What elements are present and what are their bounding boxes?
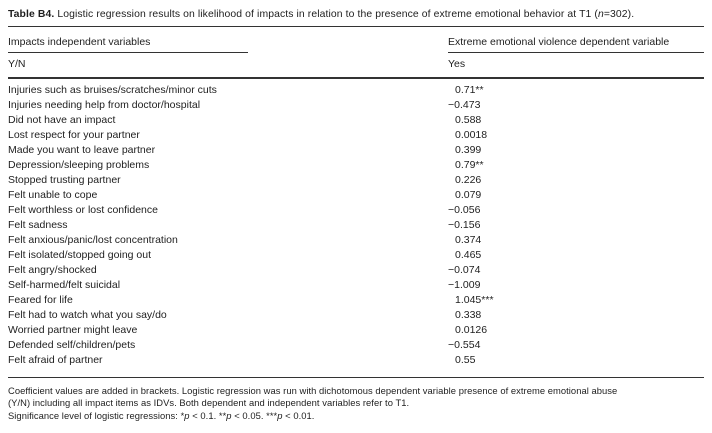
table-row: Self-harmed/felt suicidal −1.009 bbox=[8, 278, 704, 293]
row-value: −0.074 bbox=[448, 263, 481, 276]
rule-table-bottom bbox=[8, 376, 704, 379]
table-row: Felt anxious/panic/lost concentration 0.… bbox=[8, 233, 704, 248]
row-value: −1.009 bbox=[448, 278, 481, 291]
table-title-label: Table B4. bbox=[8, 9, 55, 20]
table-row: Depression/sleeping problems 0.79** bbox=[8, 158, 704, 173]
table-row: Did not have an impact 0.588 bbox=[8, 113, 704, 128]
row-value: 0.226 bbox=[455, 173, 482, 186]
table-row: Felt had to watch what you say/do 0.338 bbox=[8, 308, 704, 323]
table-row: Made you want to leave partner 0.399 bbox=[8, 143, 704, 158]
row-value: 0.55 bbox=[455, 353, 476, 366]
spanner-rule-right bbox=[448, 52, 704, 54]
table-row: Felt sadness −0.156 bbox=[8, 218, 704, 233]
footnote-significance: Significance level of logistic regressio… bbox=[8, 409, 315, 421]
row-label: Defended self/children/pets bbox=[8, 338, 136, 351]
row-label: Worried partner might leave bbox=[8, 323, 138, 336]
table-row: Defended self/children/pets −0.554 bbox=[8, 338, 704, 353]
row-value: 0.71** bbox=[455, 83, 484, 96]
footnote-line-1: Coefficient values are added in brackets… bbox=[8, 385, 618, 397]
table-row: Felt worthless or lost confidence −0.056 bbox=[8, 203, 704, 218]
table-body: Injuries such as bruises/scratches/minor… bbox=[8, 79, 704, 368]
row-value: −0.473 bbox=[448, 98, 481, 111]
row-label: Felt worthless or lost confidence bbox=[8, 203, 158, 216]
table-row: Worried partner might leave 0.0126 bbox=[8, 323, 704, 338]
row-label: Stopped trusting partner bbox=[8, 173, 121, 186]
row-value: −0.156 bbox=[448, 218, 481, 231]
row-label: Lost respect for your partner bbox=[8, 128, 140, 141]
row-value: 0.079 bbox=[455, 188, 482, 201]
rule-top bbox=[8, 26, 704, 28]
row-label: Felt angry/shocked bbox=[8, 263, 97, 276]
header-column-left: Impacts independent variables Y/N bbox=[8, 27, 448, 71]
row-label: Made you want to leave partner bbox=[8, 143, 156, 156]
row-label: Felt had to watch what you say/do bbox=[8, 308, 167, 321]
row-value: 0.588 bbox=[455, 113, 482, 126]
row-label: Did not have an impact bbox=[8, 113, 116, 126]
table-title-text: Logistic regression results on likelihoo… bbox=[54, 9, 635, 20]
row-label: Felt anxious/panic/lost concentration bbox=[8, 233, 178, 246]
table-row: Felt unable to cope 0.079 bbox=[8, 188, 704, 203]
table-row: Feared for life 1.045*** bbox=[8, 293, 704, 308]
header-column-right: Extreme emotional violence dependent var… bbox=[448, 27, 704, 71]
row-value: 0.374 bbox=[455, 233, 482, 246]
table-header: Impacts independent variables Y/N Extrem… bbox=[8, 27, 704, 71]
row-label: Depression/sleeping problems bbox=[8, 158, 150, 171]
footnote-line-2: (Y/N) including all impact items as IDVs… bbox=[8, 397, 410, 409]
column-header-dependent: Extreme emotional violence dependent var… bbox=[448, 36, 670, 49]
row-value: 0.79** bbox=[455, 158, 484, 171]
row-label: Felt afraid of partner bbox=[8, 353, 103, 366]
row-value: 0.0018 bbox=[455, 128, 488, 141]
subheader-yes: Yes bbox=[448, 58, 466, 71]
table-row: Injuries such as bruises/scratches/minor… bbox=[8, 83, 704, 98]
row-label: Felt unable to cope bbox=[8, 188, 98, 201]
spanner-rule-left bbox=[8, 52, 248, 54]
row-value: 1.045*** bbox=[455, 293, 494, 306]
table-row: Stopped trusting partner 0.226 bbox=[8, 173, 704, 188]
row-label: Injuries such as bruises/scratches/minor… bbox=[8, 83, 217, 96]
column-header-impacts: Impacts independent variables bbox=[8, 36, 151, 49]
row-value: 0.0126 bbox=[455, 323, 488, 336]
row-value: 0.338 bbox=[455, 308, 482, 321]
table-row: Injuries needing help from doctor/hospit… bbox=[8, 98, 704, 113]
table-title: Table B4. Logistic regression results on… bbox=[8, 0, 704, 21]
table-row: Lost respect for your partner 0.0018 bbox=[8, 128, 704, 143]
row-value: 0.399 bbox=[455, 143, 482, 156]
table-footnotes: Coefficient values are added in brackets… bbox=[8, 385, 704, 422]
table-row: Felt afraid of partner 0.55 bbox=[8, 353, 704, 368]
rule-header-bottom bbox=[8, 77, 704, 79]
table-row: Felt angry/shocked −0.074 bbox=[8, 263, 704, 278]
table-row: Felt isolated/stopped going out 0.465 bbox=[8, 248, 704, 263]
row-label: Feared for life bbox=[8, 293, 73, 306]
row-label: Felt isolated/stopped going out bbox=[8, 248, 152, 261]
row-label: Felt sadness bbox=[8, 218, 68, 231]
subheader-yn: Y/N bbox=[8, 58, 26, 71]
row-label: Self-harmed/felt suicidal bbox=[8, 278, 121, 291]
row-value: −0.554 bbox=[448, 338, 481, 351]
row-value: −0.056 bbox=[448, 203, 481, 216]
row-label: Injuries needing help from doctor/hospit… bbox=[8, 98, 201, 111]
row-value: 0.465 bbox=[455, 248, 482, 261]
